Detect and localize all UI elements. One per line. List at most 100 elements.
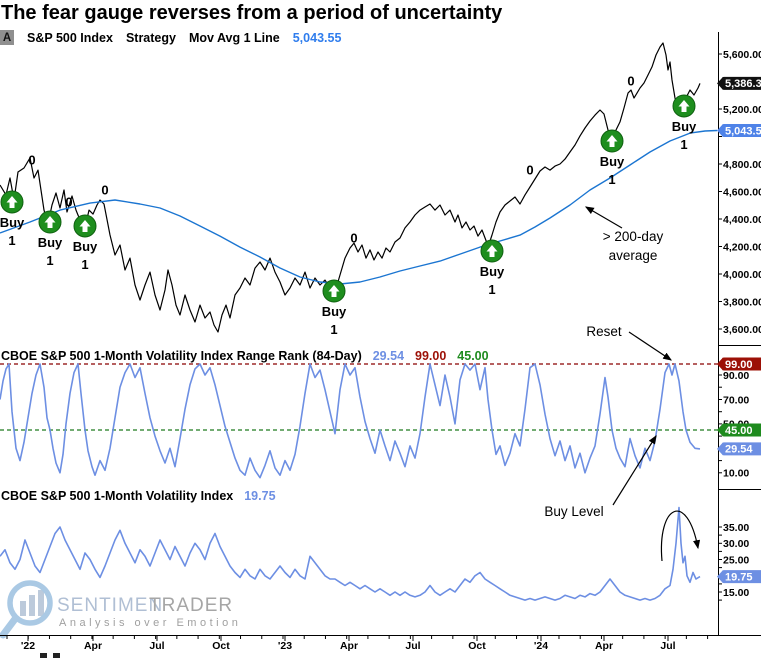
buy-level-note-text: Buy Level xyxy=(544,504,603,519)
badge-pointer xyxy=(717,423,723,437)
badge-pointer xyxy=(717,442,723,456)
exit-signal-label: 0 xyxy=(65,194,72,209)
watermark-brand-2: TRADER xyxy=(149,595,233,616)
vix-series-line-0 xyxy=(0,506,701,601)
up-arrow-icon xyxy=(486,245,498,258)
x-tick-label: Jul xyxy=(149,640,164,652)
vix-current-value: 19.75 xyxy=(244,489,276,503)
annotation-marker-icon: A xyxy=(0,30,14,45)
axis-badge: 99.00 xyxy=(717,357,761,371)
strategy-label: Strategy xyxy=(125,30,176,45)
badge-pointer xyxy=(717,76,723,90)
ma-note-text: > 200-day xyxy=(603,229,664,244)
price-panel-legend: A S&P 500 Index Strategy Mov Avg 1 Line … xyxy=(0,30,342,45)
rank-series-line-0 xyxy=(0,363,701,479)
y-tick-label: 70.00 xyxy=(723,394,749,406)
x-tick-label: Apr xyxy=(595,640,613,652)
buy-signal-label: Buy xyxy=(600,154,625,169)
axis-badge: 5,043.55 xyxy=(717,124,761,137)
buy-signal-marker: Buy 1 xyxy=(600,129,625,187)
buy-signal-number: 1 xyxy=(488,282,495,297)
buy-signal-marker: Buy 1 xyxy=(73,214,98,272)
ma-note-arrow xyxy=(584,206,623,229)
rank-series-name: CBOE S&P 500 1-Month Volatility Index Ra… xyxy=(1,349,362,363)
badge-pointer xyxy=(717,124,723,138)
up-arrow-icon xyxy=(6,195,18,208)
badge-box xyxy=(722,423,761,437)
x-tick-label: Jul xyxy=(405,640,420,652)
buy-signal-label: Buy xyxy=(0,215,25,230)
badge-box xyxy=(722,76,761,90)
x-tick-label: Apr xyxy=(340,640,358,652)
buy-signal-label: Buy xyxy=(672,119,697,134)
magnifier-handle-icon xyxy=(0,615,19,639)
buy-signal-marker: Buy 1 xyxy=(480,239,505,297)
y-tick-label: 4,200.00 xyxy=(723,241,761,253)
badge-box xyxy=(722,357,761,371)
chart-layers: '22 Apr Jul Oct '23 Apr Jul Oct '24 Apr Jul 5,600.0… xyxy=(0,32,761,652)
buy-level-note-arrow xyxy=(612,434,657,506)
y-tick-label: 4,600.00 xyxy=(723,186,761,198)
exit-signal-label: 0 xyxy=(526,163,533,178)
buy-signal-label: Buy xyxy=(38,235,63,250)
y-tick-label: 90.00 xyxy=(723,370,749,382)
ma-value: 5,043.55 xyxy=(292,30,342,45)
buy-signal-marker: Buy 1 xyxy=(0,190,25,248)
vix-panel-legend: CBOE S&P 500 1-Month Volatility Index 19… xyxy=(1,489,276,503)
axis-badge: 5,386.34 xyxy=(717,76,761,90)
axis-badge: 19.75 xyxy=(717,570,761,583)
badge-box xyxy=(722,442,761,456)
y-tick-label: 25.00 xyxy=(723,554,749,566)
page-title: The fear gauge reverses from a period of… xyxy=(1,2,503,24)
annotations: > 200-day average Reset Buy Level xyxy=(544,206,701,562)
x-tick-label: Jul xyxy=(660,640,675,652)
buy-signal-number: 1 xyxy=(330,322,337,337)
buy-signal-label: Buy xyxy=(480,264,505,279)
watermark-brand-1: SENTIMEN xyxy=(57,595,163,616)
y-tick-label: 10.00 xyxy=(723,468,749,480)
badge-box xyxy=(722,570,761,584)
badge-value-label: 45.00 xyxy=(725,425,753,437)
y-tick-label: 5,600.00 xyxy=(723,49,761,61)
y-tick-label: 15.00 xyxy=(723,587,749,599)
buy-signal-marker: Buy 1 xyxy=(38,210,63,268)
exit-signal-label: 0 xyxy=(101,182,108,197)
spike-arc-curve-arrow xyxy=(660,510,701,562)
badge-pointer xyxy=(717,357,723,371)
magnifier-lens-icon xyxy=(7,580,53,626)
y-tick-label: 4,800.00 xyxy=(723,159,761,171)
y-tick-label: 35.00 xyxy=(723,522,749,534)
badge-pointer xyxy=(717,570,723,584)
watermark: SENTIMEN TRADER Analysis over Emotion xyxy=(0,580,238,639)
axis-badge: 29.54 xyxy=(717,442,761,456)
y-tick-label: 3,600.00 xyxy=(723,324,761,336)
y-tick-label: 4,000.00 xyxy=(723,269,761,281)
logo-bar-icon xyxy=(20,601,26,616)
buy-signal-marker: Buy 1 xyxy=(322,279,347,337)
price-series-name: S&P 500 Index xyxy=(27,30,113,45)
badge-value-label: 5,386.34 xyxy=(725,78,761,90)
ma-label: Mov Avg 1 Line xyxy=(188,30,280,45)
buy-signal-marker: Buy 1 xyxy=(672,94,697,152)
buy-signal-number: 1 xyxy=(8,233,15,248)
y-tick-label: 4,400.00 xyxy=(723,214,761,226)
x-tick-label: Oct xyxy=(468,640,486,652)
badge-value-label: 99.00 xyxy=(725,359,753,371)
rank-buy-level-value: 45.00 xyxy=(457,349,489,363)
x-tick-label: Oct xyxy=(212,640,230,652)
badge-value-label: 29.54 xyxy=(725,444,753,456)
reset-note-arrow xyxy=(628,331,672,361)
buy-signal-number: 1 xyxy=(608,172,615,187)
logo-bar-icon xyxy=(38,590,44,616)
buy-signal-number: 1 xyxy=(81,257,88,272)
sp500-series-line-1 xyxy=(0,129,718,285)
buy-signal-label: Buy xyxy=(73,239,98,254)
vix-series-name: CBOE S&P 500 1-Month Volatility Index xyxy=(1,489,234,503)
rank-current-value: 29.54 xyxy=(372,349,405,363)
axes: '22 Apr Jul Oct '23 Apr Jul Oct '24 Apr Jul xyxy=(0,32,761,652)
buy-signal-label: Buy xyxy=(322,304,347,319)
badge-value-label: 5,043.55 xyxy=(725,125,761,137)
exit-signal-label: 0 xyxy=(350,230,357,245)
up-arrow-icon xyxy=(678,99,690,112)
